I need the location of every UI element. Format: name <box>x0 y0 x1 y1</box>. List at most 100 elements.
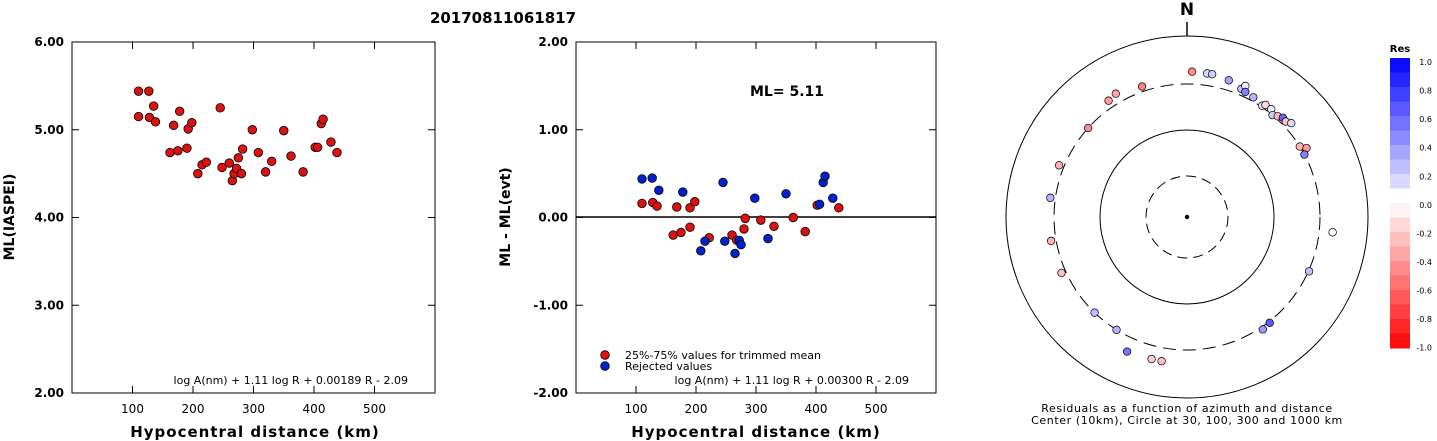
figure-title: 20170811061817 <box>430 9 576 27</box>
colorbar-cell <box>1390 304 1410 320</box>
y-tick-label: -2.00 <box>533 386 568 400</box>
station-residual-point <box>1046 193 1055 202</box>
data-point <box>150 117 161 127</box>
station-residual-point <box>1057 268 1066 278</box>
legend-label-rejected: Rejected values <box>625 360 712 373</box>
colorbar-cell <box>1390 290 1410 305</box>
legend-marker-accepted <box>600 350 610 360</box>
azimuth-residual-map: N Residuals as a function of azimuth and… <box>1005 0 1369 427</box>
station-residual-point <box>1112 325 1121 334</box>
x-axis-ticks: 100 200 300 400 500 <box>121 42 386 416</box>
colorbar-label: 0.6 <box>1419 115 1432 124</box>
magnitude-formula: log A(nm) + 1.11 log R + 0.00300 R - 2.0… <box>675 374 909 387</box>
data-point <box>740 213 750 224</box>
north-label: N <box>1180 0 1194 20</box>
colorbar-label: 0.8 <box>1419 87 1432 96</box>
station-residual-point <box>1137 82 1147 91</box>
data-point <box>165 147 175 158</box>
colorbar-label: -0.6 <box>1416 287 1432 296</box>
station-residual-point <box>1258 325 1267 334</box>
rejected-point <box>730 248 740 259</box>
colorbar-cell <box>1390 159 1410 175</box>
station-residuals <box>1046 67 1337 366</box>
rejected-point <box>678 187 688 197</box>
ring-300km <box>1053 83 1321 351</box>
plot-frame <box>71 41 436 394</box>
colorbar-cell <box>1390 116 1410 131</box>
data-point <box>193 168 203 179</box>
x-tick-label: 100 <box>625 402 648 416</box>
colorbar-cell <box>1390 72 1410 88</box>
data-point <box>266 156 277 167</box>
data-point <box>690 197 700 207</box>
station-residual-point <box>1147 354 1156 364</box>
data-point <box>685 203 695 213</box>
y-tick-label: 6.00 <box>34 35 64 49</box>
rejected-point <box>720 236 730 246</box>
data-point <box>247 125 257 135</box>
rejected-point <box>736 240 746 250</box>
y-tick-label: 2.00 <box>538 35 568 49</box>
data-point <box>217 162 227 173</box>
colorbar-cells <box>1390 58 1410 349</box>
colorbar-labels: 1.0 0.8 0.6 0.4 0.2 0.0 -0.2 -0.4 -0.6 -0.8 -1.0 <box>1416 58 1432 353</box>
residual-colorbar: Res 1.0 0.8 0.6 0.4 0.2 0.0 -0.2 -0.4 -0.6 -0.8 -1… <box>1390 44 1432 353</box>
station-residual-point <box>1104 96 1113 105</box>
rejected-point <box>700 236 710 246</box>
data-point <box>788 212 798 223</box>
x-axis-label: Hypocentral distance (km) <box>130 423 380 441</box>
data-point <box>279 125 289 136</box>
colorbar-cell <box>1390 130 1410 146</box>
data-point <box>215 103 225 113</box>
ml-iaspei-panel: 2.00 3.00 4.00 5.00 6.00 100 200 300 400 500 ML(… <box>2 35 436 441</box>
data-point <box>174 106 185 117</box>
y-axis-ticks: -2.00 -1.00 0.00 1.00 2.00 <box>533 35 936 400</box>
colorbar-cell <box>1390 246 1410 262</box>
epicenter-dot <box>1184 214 1190 220</box>
colorbar-cell <box>1390 87 1410 102</box>
colorbar-label: -0.2 <box>1416 229 1432 238</box>
x-axis-label: Hypocentral distance (km) <box>631 423 881 441</box>
ring-30km <box>1145 175 1229 259</box>
station-residual-point <box>1300 150 1309 159</box>
data-point <box>173 146 183 156</box>
colorbar-label: 1.0 <box>1419 58 1432 67</box>
data-points <box>637 171 844 259</box>
data-point <box>834 203 844 213</box>
data-point <box>769 221 779 231</box>
station-residual-point <box>1328 228 1337 237</box>
rejected-point <box>750 193 760 203</box>
ring-100km <box>1099 129 1275 305</box>
x-tick-label: 300 <box>745 402 768 416</box>
y-tick-label: -1.00 <box>533 298 568 312</box>
x-tick-label: 200 <box>182 402 205 416</box>
station-residual-point <box>1084 123 1093 133</box>
rejected-point <box>781 189 791 199</box>
data-point <box>800 226 810 237</box>
x-axis-ticks: 100 200 300 400 500 <box>625 42 887 416</box>
station-residual-point <box>1287 118 1296 128</box>
y-axis-label: ML(IASPEI) <box>2 174 18 261</box>
data-point <box>182 143 192 153</box>
colorbar-title: Res <box>1390 44 1410 55</box>
data-point <box>332 147 342 158</box>
y-tick-label: 0.00 <box>538 211 568 225</box>
rejected-point <box>647 173 657 183</box>
x-tick-label: 500 <box>363 402 386 416</box>
colorbar-cell <box>1390 145 1410 160</box>
colorbar-cell <box>1390 232 1410 247</box>
data-point <box>168 120 179 131</box>
station-residual-point <box>1111 89 1120 98</box>
data-point <box>260 167 271 177</box>
legend-marker-rejected <box>600 361 610 371</box>
colorbar-label: -0.8 <box>1416 315 1432 324</box>
data-point <box>756 215 766 225</box>
rejected-point <box>828 193 838 203</box>
station-residual-point <box>1224 76 1233 85</box>
map-caption-line-1: Residuals as a function of azimuth and d… <box>1041 402 1332 415</box>
data-points <box>133 86 342 186</box>
data-point <box>236 168 247 179</box>
data-point <box>148 101 159 111</box>
data-point <box>133 86 144 96</box>
data-point <box>144 86 154 96</box>
